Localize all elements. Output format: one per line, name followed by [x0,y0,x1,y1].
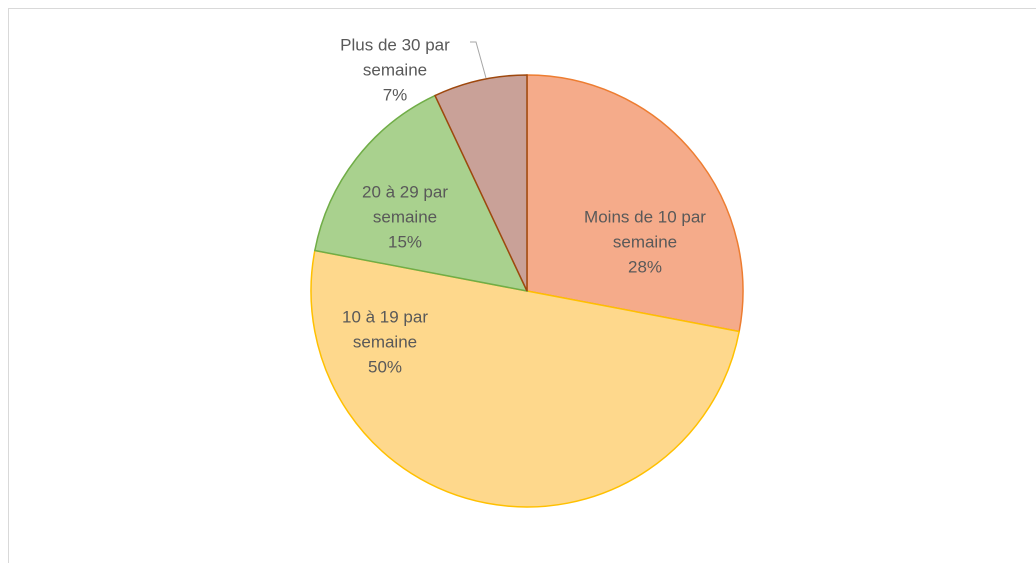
category-label: Moins de 10 par semaine [584,207,706,252]
pie-slice [434,74,528,292]
data-label: 10 à 19 par semaine 50% [328,305,443,380]
category-label: Plus de 30 par semaine [340,35,450,80]
data-label: Plus de 30 par semaine 7% [330,33,460,108]
pie-slice [313,94,529,293]
data-label: Moins de 10 par semaine 28% [575,205,715,280]
data-label: 20 à 29 par semaine 15% [348,180,463,255]
category-label: 10 à 19 par semaine [341,307,428,352]
chart-border [8,8,1036,563]
value-label: 15% [387,232,423,252]
pie-slice [310,249,741,508]
value-label: 50% [367,357,403,377]
value-label: 7% [382,85,408,105]
leader-line [470,41,487,79]
pie-slice [526,74,744,333]
value-label: 28% [627,257,663,277]
category-label: 20 à 29 par semaine [361,182,448,227]
